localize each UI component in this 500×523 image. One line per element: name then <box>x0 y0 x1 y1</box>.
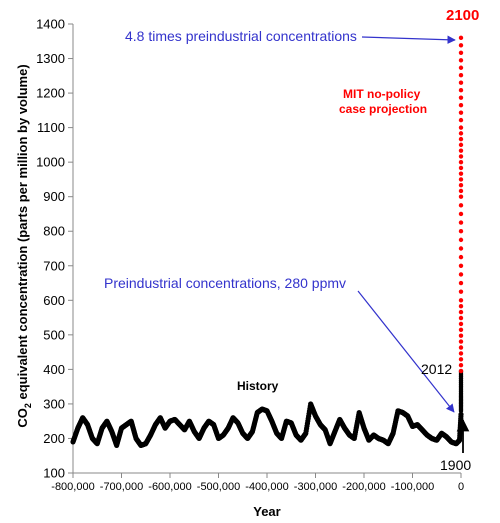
y-tick-label: 1100 <box>37 120 65 135</box>
data-point <box>458 125 464 130</box>
y-tick-label: 800 <box>43 224 65 239</box>
arrow-preindustrial <box>357 290 455 413</box>
x-tick-label: -300,000 <box>294 481 337 493</box>
annotation-1900: 1900 <box>440 457 471 473</box>
y-tick-label: 1200 <box>36 86 65 101</box>
data-point <box>458 321 464 327</box>
data-point <box>458 50 464 55</box>
data-point <box>458 65 464 70</box>
data-point <box>458 171 464 176</box>
x-tick-label: -800,000 <box>51 481 94 493</box>
x-tick-label: -700,000 <box>100 481 143 493</box>
data-point <box>458 102 464 108</box>
data-point <box>458 88 464 93</box>
annotation-mit-line1: MIT no-policy <box>343 87 421 101</box>
y-axis-ticks: 100 200 300 400 500 600 700 800 900 1000 1100 1200 1… <box>36 17 73 481</box>
series-1 <box>458 368 464 414</box>
data-point <box>458 220 464 225</box>
x-axis-label: Year <box>253 504 280 519</box>
data-point <box>458 165 464 171</box>
data-point <box>458 177 464 182</box>
data-point <box>458 298 464 303</box>
data-point <box>458 229 464 234</box>
data-point <box>458 272 464 277</box>
data-point <box>458 254 464 260</box>
arrow-4-8-times <box>361 35 456 44</box>
data-point <box>458 117 464 123</box>
data-point <box>458 194 464 199</box>
data-point <box>458 110 464 115</box>
data-point <box>458 315 464 321</box>
data-point <box>458 327 464 333</box>
data-point <box>458 289 464 294</box>
data-point <box>458 43 464 48</box>
y-tick-label: 200 <box>43 431 65 446</box>
data-point <box>458 237 464 243</box>
x-tick-label: -100,000 <box>391 481 434 493</box>
data-point <box>458 211 464 217</box>
data-point <box>458 368 464 374</box>
x-axis-ticks: -800,000 -700,000 -600,000 -500,000 -400,000… <box>51 473 464 493</box>
data-point <box>458 333 464 338</box>
y-tick-label: 100 <box>43 466 65 481</box>
data-point <box>458 345 464 350</box>
data-point <box>458 182 464 188</box>
annotation-2100: 2100 <box>446 7 479 24</box>
data-point <box>458 304 464 309</box>
data-point <box>458 357 464 362</box>
data-point <box>458 246 464 251</box>
data-point <box>458 142 464 148</box>
data-point <box>458 159 464 165</box>
x-tick-label: -400,000 <box>245 481 288 493</box>
data-points <box>70 35 464 448</box>
data-point <box>458 73 464 78</box>
data-point <box>458 148 464 153</box>
y-tick-label: 400 <box>43 362 65 377</box>
data-point <box>458 351 464 356</box>
data-point <box>458 363 464 368</box>
x-tick-label: -200,000 <box>342 481 385 493</box>
series-2 <box>458 35 464 374</box>
data-point <box>458 263 464 268</box>
y-axis-label: CO2 equivalent concentration (parts per … <box>15 64 33 427</box>
annotation-preindustrial: Preindustrial concentrations, 280 ppmv <box>104 275 346 291</box>
y-tick-label: 700 <box>43 258 65 273</box>
annotation-2012: 2012 <box>421 361 452 377</box>
data-point <box>458 136 464 142</box>
data-point <box>458 203 464 208</box>
data-point <box>458 131 464 136</box>
y-tick-label: 300 <box>43 396 65 411</box>
data-point <box>458 411 464 417</box>
x-tick-label: 0 <box>458 481 464 493</box>
annotation-4-8-times: 4.8 times preindustrial concentrations <box>125 28 357 44</box>
series-0 <box>70 401 464 448</box>
data-point <box>458 95 464 100</box>
y-tick-label: 1000 <box>36 155 65 170</box>
y-tick-label: 500 <box>43 327 65 342</box>
x-tick-label: -600,000 <box>148 481 191 493</box>
data-point <box>458 339 464 344</box>
annotation-mit-line2: case projection <box>339 102 427 116</box>
data-point <box>458 80 464 85</box>
y-tick-label: 1400 <box>36 17 65 32</box>
y-tick-label: 600 <box>43 293 65 308</box>
annotation-history: History <box>237 379 279 393</box>
data-point <box>458 154 464 159</box>
y-tick-label: 1300 <box>36 51 65 66</box>
data-point <box>458 35 464 41</box>
data-point <box>458 188 464 194</box>
x-tick-label: -500,000 <box>197 481 240 493</box>
y-tick-label: 900 <box>43 189 65 204</box>
data-point <box>458 58 464 63</box>
data-point <box>458 309 464 315</box>
data-point <box>458 280 464 286</box>
